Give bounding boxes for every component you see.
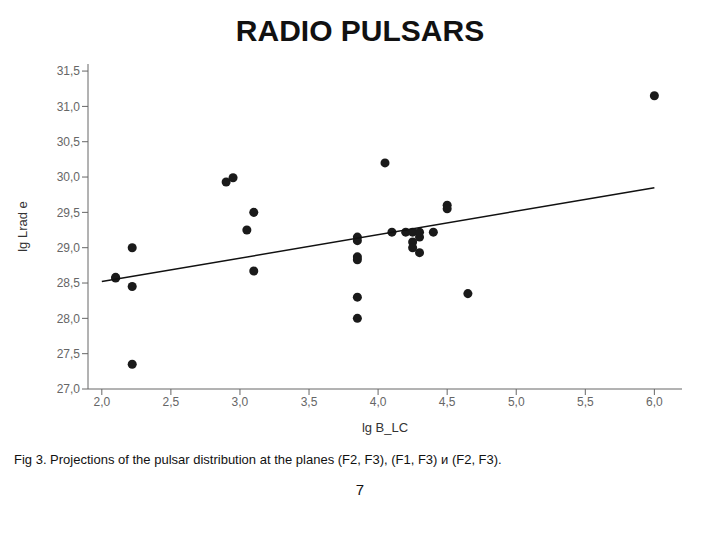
svg-text:6,0: 6,0 bbox=[646, 395, 663, 409]
svg-text:3,5: 3,5 bbox=[301, 395, 318, 409]
svg-text:29,5: 29,5 bbox=[57, 206, 81, 220]
html-text:7: 7 bbox=[355, 481, 365, 498]
svg-text:31,5: 31,5 bbox=[57, 64, 81, 78]
svg-text:29,0: 29,0 bbox=[57, 241, 81, 255]
svg-text:27,5: 27,5 bbox=[57, 347, 81, 361]
svg-text:27,0: 27,0 bbox=[57, 382, 81, 396]
svg-text:2,5: 2,5 bbox=[163, 395, 180, 409]
svg-text:30,5: 30,5 bbox=[57, 135, 81, 149]
html-text:Fig 3. Projections of the puls: Fig 3. Projections of the pulsar distrib… bbox=[14, 452, 502, 467]
svg-text:2,0: 2,0 bbox=[93, 395, 110, 409]
svg-text:28,0: 28,0 bbox=[57, 312, 81, 326]
svg-text:31,0: 31,0 bbox=[57, 100, 81, 114]
svg-text:4,0: 4,0 bbox=[370, 395, 387, 409]
svg-text:28,5: 28,5 bbox=[57, 276, 81, 290]
svg-text:lg B_LC: lg B_LC bbox=[362, 420, 408, 435]
svg-text:30,0: 30,0 bbox=[57, 170, 81, 184]
svg-text:4,5: 4,5 bbox=[439, 395, 456, 409]
svg-text:3,0: 3,0 bbox=[232, 395, 249, 409]
svg-text:lg Lrad e: lg Lrad e bbox=[15, 201, 30, 252]
svg-text:5,5: 5,5 bbox=[577, 395, 594, 409]
html-text:RADIO PULSARS: RADIO PULSARS bbox=[235, 14, 485, 47]
svg-text:5,0: 5,0 bbox=[508, 395, 525, 409]
